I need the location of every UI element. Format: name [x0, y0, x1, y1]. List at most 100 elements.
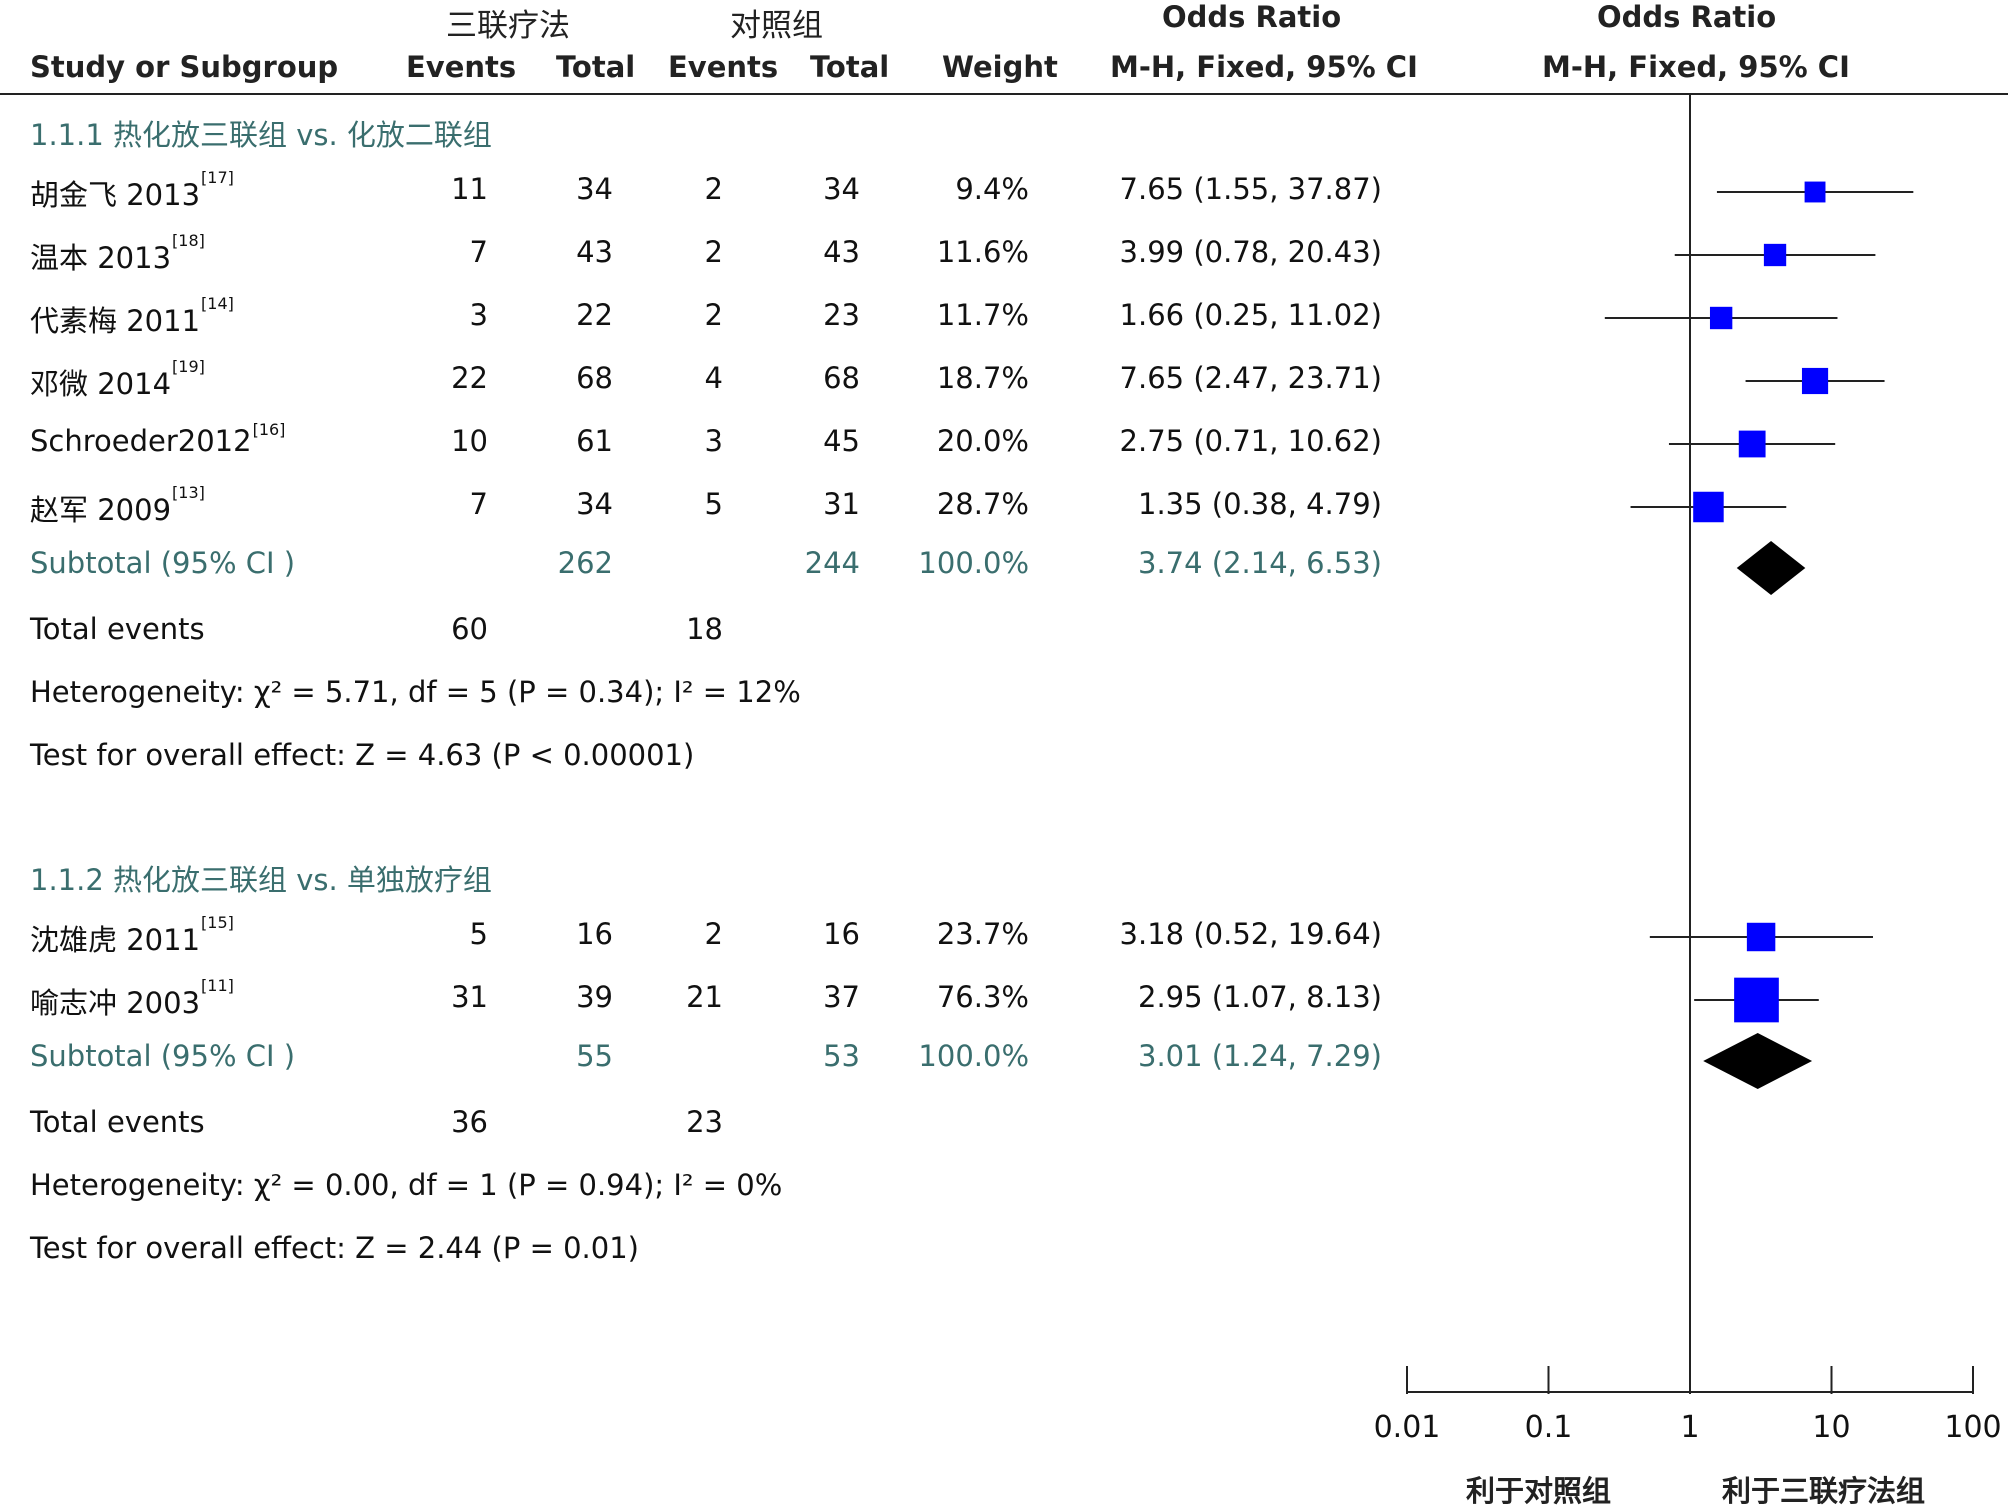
- exp-total: 16: [576, 917, 613, 951]
- weight: 9.4%: [955, 172, 1029, 206]
- exp-total: 34: [576, 487, 613, 521]
- exp-events: 3: [469, 298, 488, 332]
- overall-effect: Test for overall effect: Z = 4.63 (P < 0…: [30, 738, 695, 772]
- exp-events: 7: [469, 487, 488, 521]
- subtotal-ctl-total: 244: [804, 546, 860, 580]
- study-square: [1693, 491, 1724, 523]
- subtotal-ctl-total: 53: [823, 1039, 860, 1073]
- exp-events: 10: [451, 424, 488, 458]
- ctl-events: 2: [704, 298, 723, 332]
- study-name-text: 代素梅 2011: [30, 304, 201, 338]
- heterogeneity: Heterogeneity: χ² = 0.00, df = 1 (P = 0.…: [30, 1168, 783, 1202]
- header-events-ctl: Events: [668, 50, 779, 84]
- ctl-events: 21: [686, 980, 723, 1014]
- study-ref: [16]: [252, 420, 286, 439]
- weight: 11.7%: [936, 298, 1029, 332]
- study-ref: [15]: [201, 913, 234, 932]
- header-total-exp: Total: [556, 50, 636, 84]
- study-name: 赵军 2009[13]: [30, 483, 205, 529]
- ctl-events: 2: [704, 172, 723, 206]
- x-tick-label: 0.01: [1373, 1410, 1441, 1445]
- header-or-method: M-H, Fixed, 95% CI: [1110, 50, 1418, 84]
- study-square: [1738, 430, 1766, 458]
- weight: 76.3%: [936, 980, 1029, 1014]
- ctl-total: 34: [823, 172, 860, 206]
- favors-left-label: 利于对照组: [1466, 1474, 1612, 1508]
- heterogeneity: Heterogeneity: χ² = 5.71, df = 5 (P = 0.…: [30, 675, 801, 709]
- exp-events: 22: [451, 361, 488, 395]
- x-tick-label: 100: [1944, 1410, 2002, 1445]
- exp-total: 43: [576, 235, 613, 269]
- study-name: 胡金飞 2013[17]: [30, 168, 234, 214]
- x-tick-label: 10: [1812, 1410, 1851, 1445]
- exp-events: 7: [469, 235, 488, 269]
- subtotal-weight: 100.0%: [918, 1039, 1029, 1073]
- study-name-text: Schroeder2012: [30, 424, 252, 458]
- header-weight: Weight: [942, 50, 1058, 84]
- ctl-events: 2: [704, 235, 723, 269]
- study-name: 沈雄虎 2011[15]: [30, 913, 234, 959]
- total-events-ctl: 18: [686, 612, 723, 646]
- ctl-events: 4: [704, 361, 723, 395]
- exp-events: 31: [451, 980, 488, 1014]
- subtotal-or-ci: 3.74 (2.14, 6.53): [1138, 546, 1382, 580]
- subtotal-or-ci: 3.01 (1.24, 7.29): [1138, 1039, 1382, 1073]
- study-ref: [13]: [172, 483, 205, 502]
- study-ref: [17]: [201, 168, 234, 187]
- ctl-total: 37: [823, 980, 860, 1014]
- study-name: 代素梅 2011[14]: [30, 294, 234, 340]
- header-rule: [0, 93, 2008, 95]
- subtotal-label: Subtotal (95% CI ): [30, 546, 296, 580]
- study-name-text: 喻志冲 2003: [30, 986, 201, 1020]
- total-events-ctl: 23: [686, 1105, 723, 1139]
- study-name: Schroeder2012[16]: [30, 420, 285, 458]
- study-ref: [11]: [201, 976, 234, 995]
- subtotal-exp-total: 262: [557, 546, 613, 580]
- ctl-events: 3: [704, 424, 723, 458]
- favors-right-label: 利于三联疗法组: [1722, 1474, 1926, 1508]
- ctl-events: 2: [704, 917, 723, 951]
- study-name-text: 沈雄虎 2011: [30, 923, 201, 957]
- subtotal-exp-total: 55: [576, 1039, 613, 1073]
- study-name: 喻志冲 2003[11]: [30, 976, 234, 1022]
- header-plot-method: M-H, Fixed, 95% CI: [1542, 50, 1850, 84]
- ctl-events: 5: [704, 487, 723, 521]
- ctl-total: 68: [823, 361, 860, 395]
- exp-total: 61: [576, 424, 613, 458]
- study-ref: [18]: [172, 231, 205, 250]
- exp-total: 39: [576, 980, 613, 1014]
- study-name-text: 赵军 2009: [30, 493, 172, 527]
- overall-effect: Test for overall effect: Z = 2.44 (P = 0…: [30, 1231, 639, 1265]
- or-ci: 1.66 (0.25, 11.02): [1119, 298, 1382, 332]
- study-name-text: 温本 2013: [30, 241, 172, 275]
- header-or-title: Odds Ratio: [1162, 0, 1342, 34]
- exp-events: 11: [451, 172, 488, 206]
- study-ref: [19]: [172, 357, 205, 376]
- exp-total: 68: [576, 361, 613, 395]
- or-ci: 1.35 (0.38, 4.79): [1138, 487, 1382, 521]
- study-square: [1763, 243, 1787, 267]
- ctl-total: 43: [823, 235, 860, 269]
- header-plot-title: Odds Ratio: [1597, 0, 1777, 34]
- or-ci: 2.75 (0.71, 10.62): [1119, 424, 1382, 458]
- header-total-ctl: Total: [810, 50, 890, 84]
- x-tick-label: 0.1: [1524, 1410, 1573, 1445]
- weight: 28.7%: [936, 487, 1029, 521]
- or-ci: 2.95 (1.07, 8.13): [1138, 980, 1382, 1014]
- ctl-total: 16: [823, 917, 860, 951]
- study-square: [1746, 922, 1776, 952]
- subtotal-diamond: [1703, 1033, 1813, 1089]
- subtotal-diamond: [1736, 541, 1806, 595]
- or-ci: 7.65 (2.47, 23.71): [1119, 361, 1382, 395]
- exp-events: 5: [469, 917, 488, 951]
- study-square: [1734, 977, 1779, 1023]
- exp-total: 34: [576, 172, 613, 206]
- weight: 20.0%: [936, 424, 1029, 458]
- header-group-exp: 三联疗法: [446, 8, 570, 44]
- subtotal-weight: 100.0%: [918, 546, 1029, 580]
- study-square: [1801, 367, 1829, 395]
- study-square: [1709, 306, 1733, 330]
- subgroup-title: 1.1.2 热化放三联组 vs. 单独放疗组: [30, 863, 492, 897]
- ctl-total: 23: [823, 298, 860, 332]
- or-ci: 3.18 (0.52, 19.64): [1119, 917, 1382, 951]
